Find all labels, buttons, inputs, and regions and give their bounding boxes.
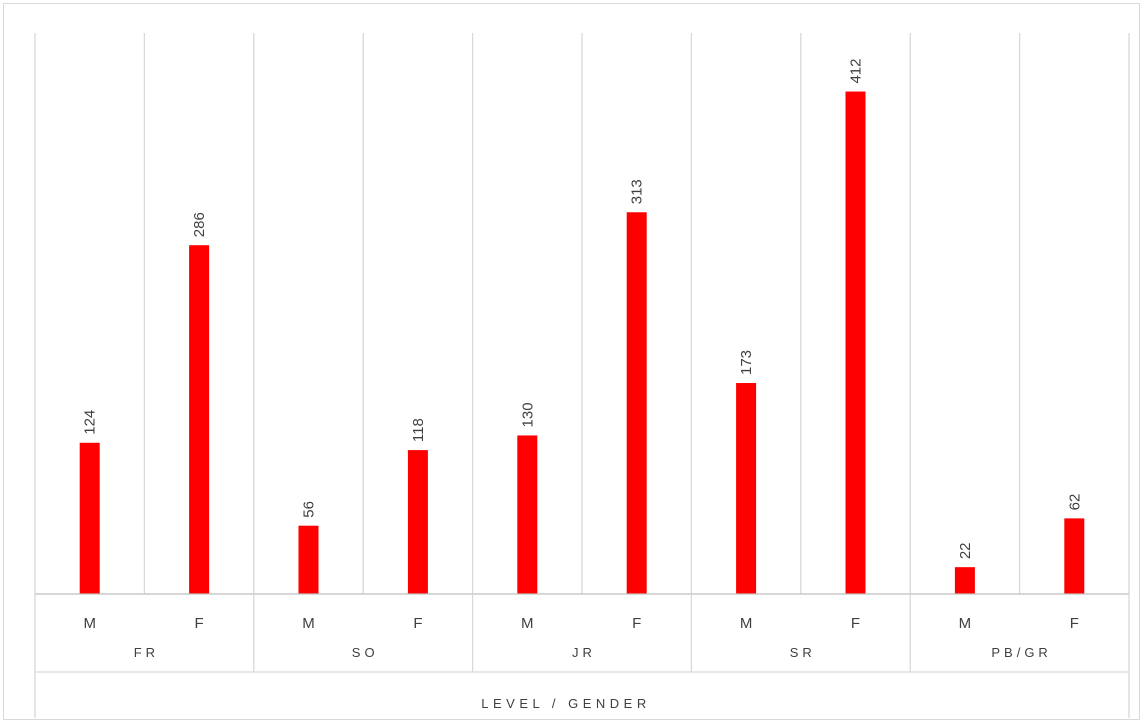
tick-label: M: [740, 615, 753, 632]
bar: [79, 442, 100, 594]
bar: [845, 91, 866, 595]
bar-value-label: 130: [519, 402, 536, 427]
tick-label: M: [959, 615, 972, 632]
x-axis-title: LEVEL / GENDER: [481, 696, 650, 711]
gridlines: [34, 33, 1130, 594]
bar-value-label: 313: [629, 179, 646, 204]
tick-label: F: [1070, 615, 1079, 632]
bar-value-label: 173: [738, 350, 755, 375]
tick-label: M: [521, 615, 534, 632]
tick-label: F: [632, 615, 641, 632]
group-label: SR: [790, 645, 816, 660]
bar-value-label: 62: [1066, 494, 1083, 511]
tick-label: M: [83, 615, 96, 632]
group-label: FR: [134, 645, 159, 660]
bar: [298, 525, 319, 594]
group-label: PB/GR: [991, 645, 1051, 660]
bar-value-label: 412: [848, 59, 865, 84]
bar: [1064, 518, 1085, 594]
bar-value-label: 286: [191, 212, 208, 237]
group-separators: [34, 594, 1130, 718]
bar-labels: 124 286 56 118 130 313 173 412 22 62: [82, 59, 1084, 560]
bar-value-label: 22: [957, 542, 974, 559]
bar-value-label: 124: [82, 410, 99, 435]
chart-frame: [3, 3, 1140, 720]
group-label: JR: [572, 645, 596, 660]
bar: [954, 567, 975, 594]
tick-label: F: [413, 615, 422, 632]
bar: [189, 245, 210, 594]
bar-value-label: 56: [301, 501, 318, 518]
tick-label: F: [851, 615, 860, 632]
tick-label: M: [302, 615, 315, 632]
bar: [407, 450, 428, 594]
bar: [517, 435, 538, 594]
bar: [736, 383, 757, 594]
group-label: SO: [352, 645, 379, 660]
bars: [79, 91, 1085, 595]
tick-label: F: [195, 615, 204, 632]
group-labels: FR SO JR SR PB/GR: [134, 645, 1051, 660]
bar: [626, 212, 647, 594]
bar-value-label: 118: [410, 418, 427, 442]
